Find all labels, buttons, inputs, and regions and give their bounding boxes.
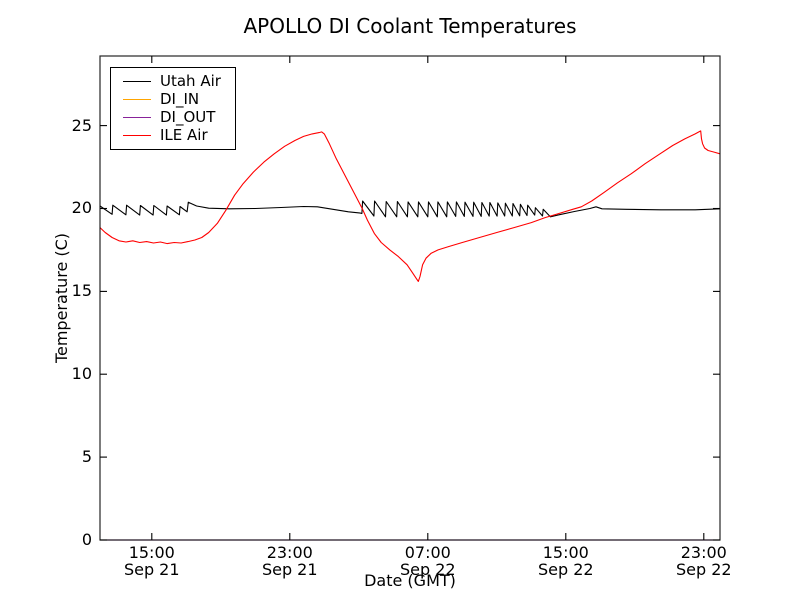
legend-label: DI_OUT [160,108,216,126]
x-tick-date: Sep 21 [123,560,180,579]
x-tick-date: Sep 22 [399,560,456,579]
x-tick-time: 23:00 [680,543,727,562]
legend-line-sample [123,80,151,82]
x-tick-time: 23:00 [266,543,313,562]
x-tick-date: Sep 22 [675,560,732,579]
x-tick-date: Sep 21 [261,560,318,579]
x-tick-label: 23:00 Sep 22 [659,544,749,578]
x-tick-label: 07:00 Sep 22 [383,544,473,578]
legend: Utah Air DI_IN DI_OUT ILE Air [110,67,236,150]
x-tick-time: 15:00 [542,543,589,562]
legend-line-sample [123,134,151,136]
legend-entry: DI_IN [117,90,229,108]
x-axis-label: Date (GMT) [364,571,456,590]
x-tick-label: 23:00 Sep 21 [245,544,335,578]
y-tick-label: 25 [71,115,92,135]
legend-label: Utah Air [160,72,221,90]
series-line-utah-air [99,200,721,218]
legend-label: DI_IN [160,90,200,108]
legend-line-sample [123,116,151,118]
x-tick-time: 15:00 [128,543,175,562]
x-tick-time: 07:00 [404,543,451,562]
legend-line-sample [123,98,151,100]
legend-entry: Utah Air [117,72,229,90]
x-tick-label: 15:00 Sep 22 [521,544,611,578]
series-line-ile-air [99,130,721,282]
y-tick-label: 10 [71,364,92,384]
legend-entry: ILE Air [117,126,229,144]
y-tick-label: 15 [71,281,92,301]
y-tick-label: 20 [71,198,92,218]
y-tick-label: 0 [81,530,92,549]
chart-title: APOLLO DI Coolant Temperatures [243,14,577,38]
legend-entry: DI_OUT [117,108,229,126]
axes-frame [99,55,721,541]
x-tick-label: 15:00 Sep 21 [107,544,197,578]
x-tick-date: Sep 22 [537,560,594,579]
y-tick-label: 5 [81,447,92,467]
legend-label: ILE Air [160,126,208,144]
